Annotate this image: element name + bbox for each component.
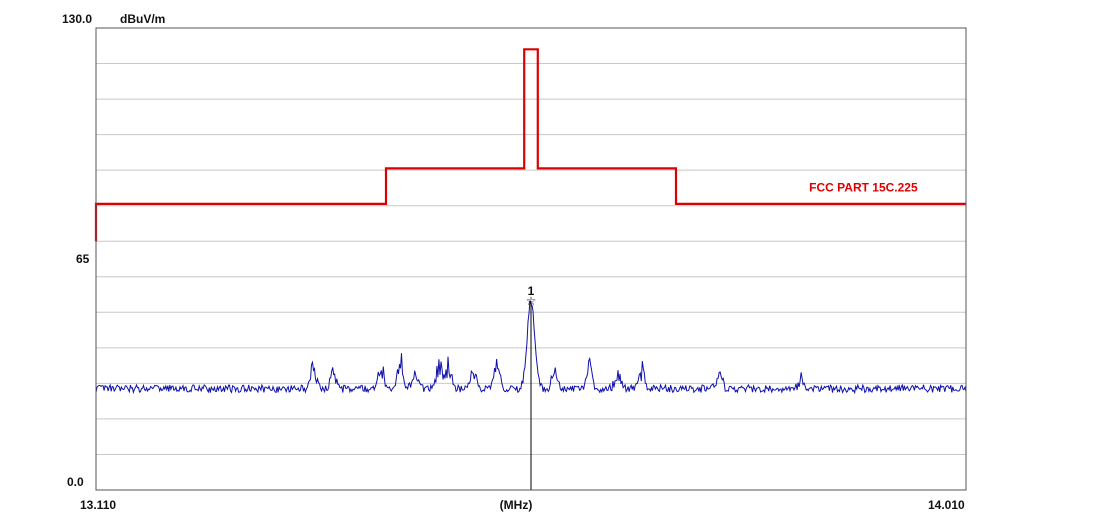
y-tick-label-top: 130.0 — [62, 12, 92, 26]
marker-1-star: ☆ — [526, 294, 537, 308]
y-axis-unit-label: dBuV/m — [120, 12, 165, 26]
x-tick-label-left: 13.110 — [80, 498, 116, 512]
limit-line-legend-label: FCC PART 15C.225 — [809, 180, 918, 194]
x-tick-label-right: 14.010 — [928, 498, 965, 512]
plot-frame — [95, 27, 967, 491]
limit-line-fcc-part-15c-225 — [94, 48, 966, 242]
marker-1-label: 1 — [528, 284, 535, 298]
x-axis-unit-label: (MHz) — [500, 498, 533, 512]
y-tick-label-mid: 65 — [76, 252, 90, 266]
y-tick-label-bottom: 0.0 — [67, 475, 84, 489]
